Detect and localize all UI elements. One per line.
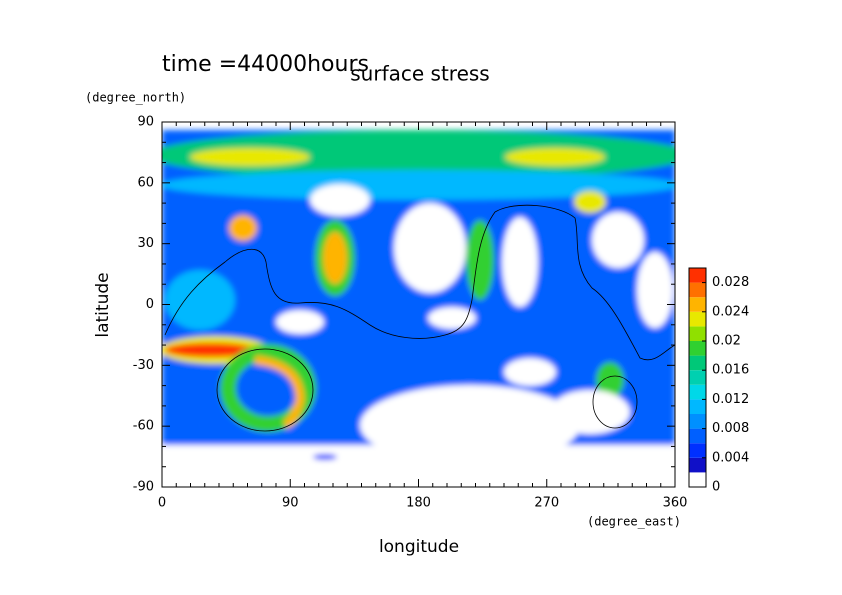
x-tick-label: 270: [534, 496, 559, 511]
colorbar-band: [689, 268, 706, 283]
colorbar-band: [689, 443, 706, 458]
chart-title: surface stress: [350, 62, 489, 86]
colorbar-band: [689, 399, 706, 414]
y-tick-label: 0: [146, 297, 154, 312]
x-tick-label: 90: [282, 496, 299, 511]
coastline: [592, 375, 638, 429]
x-tick-label: 360: [663, 496, 688, 511]
colorbar-band: [689, 355, 706, 371]
annotation: time =44000hours: [162, 52, 369, 77]
x-tick-label: 180: [406, 496, 431, 511]
colorbar-tick-label: 0.024: [712, 304, 749, 319]
y-axis-label: latitude: [93, 272, 113, 337]
y-tick-label: 30: [137, 236, 154, 251]
coastline: [216, 348, 314, 432]
colorbar-band: [689, 311, 706, 327]
y-tick-label: 90: [137, 115, 154, 130]
colorbar-tick-label: 0.004: [712, 450, 749, 465]
colorbar-tick-label: 0.012: [712, 392, 749, 407]
colorbar-band: [689, 472, 706, 487]
y-tick-label: -90: [133, 480, 154, 495]
colorbar-tick-label: 0.02: [712, 334, 741, 349]
colorbar-band: [689, 414, 706, 429]
colorbar-band: [689, 282, 706, 298]
colorbar-band: [689, 428, 706, 444]
colorbar-band: [689, 297, 706, 312]
colorbar-band: [689, 384, 706, 400]
colorbar-band: [689, 457, 706, 473]
y-unit: (degree_north): [85, 91, 186, 105]
colorbar-tick-label: 0.016: [712, 363, 749, 378]
y-tick-label: -30: [133, 358, 154, 373]
colorbar-band: [689, 341, 706, 356]
x-axis-label: longitude: [379, 537, 459, 557]
colorbar-tick-label: 0: [712, 480, 720, 495]
colorbar-band: [689, 326, 706, 341]
colorbar-frame: [688, 267, 707, 488]
x-tick-label: 0: [158, 496, 166, 511]
coastline: [164, 204, 675, 361]
x-unit: (degree_east): [587, 515, 681, 529]
colorbar-tick-label: 0.028: [712, 275, 749, 290]
field-shapes: [162, 130, 675, 487]
colorbar-band: [689, 370, 706, 385]
y-tick-label: 60: [137, 175, 154, 190]
field: [162, 130, 675, 487]
colorbar-tick-label: 0.008: [712, 421, 749, 436]
y-tick-label: -60: [133, 419, 154, 434]
